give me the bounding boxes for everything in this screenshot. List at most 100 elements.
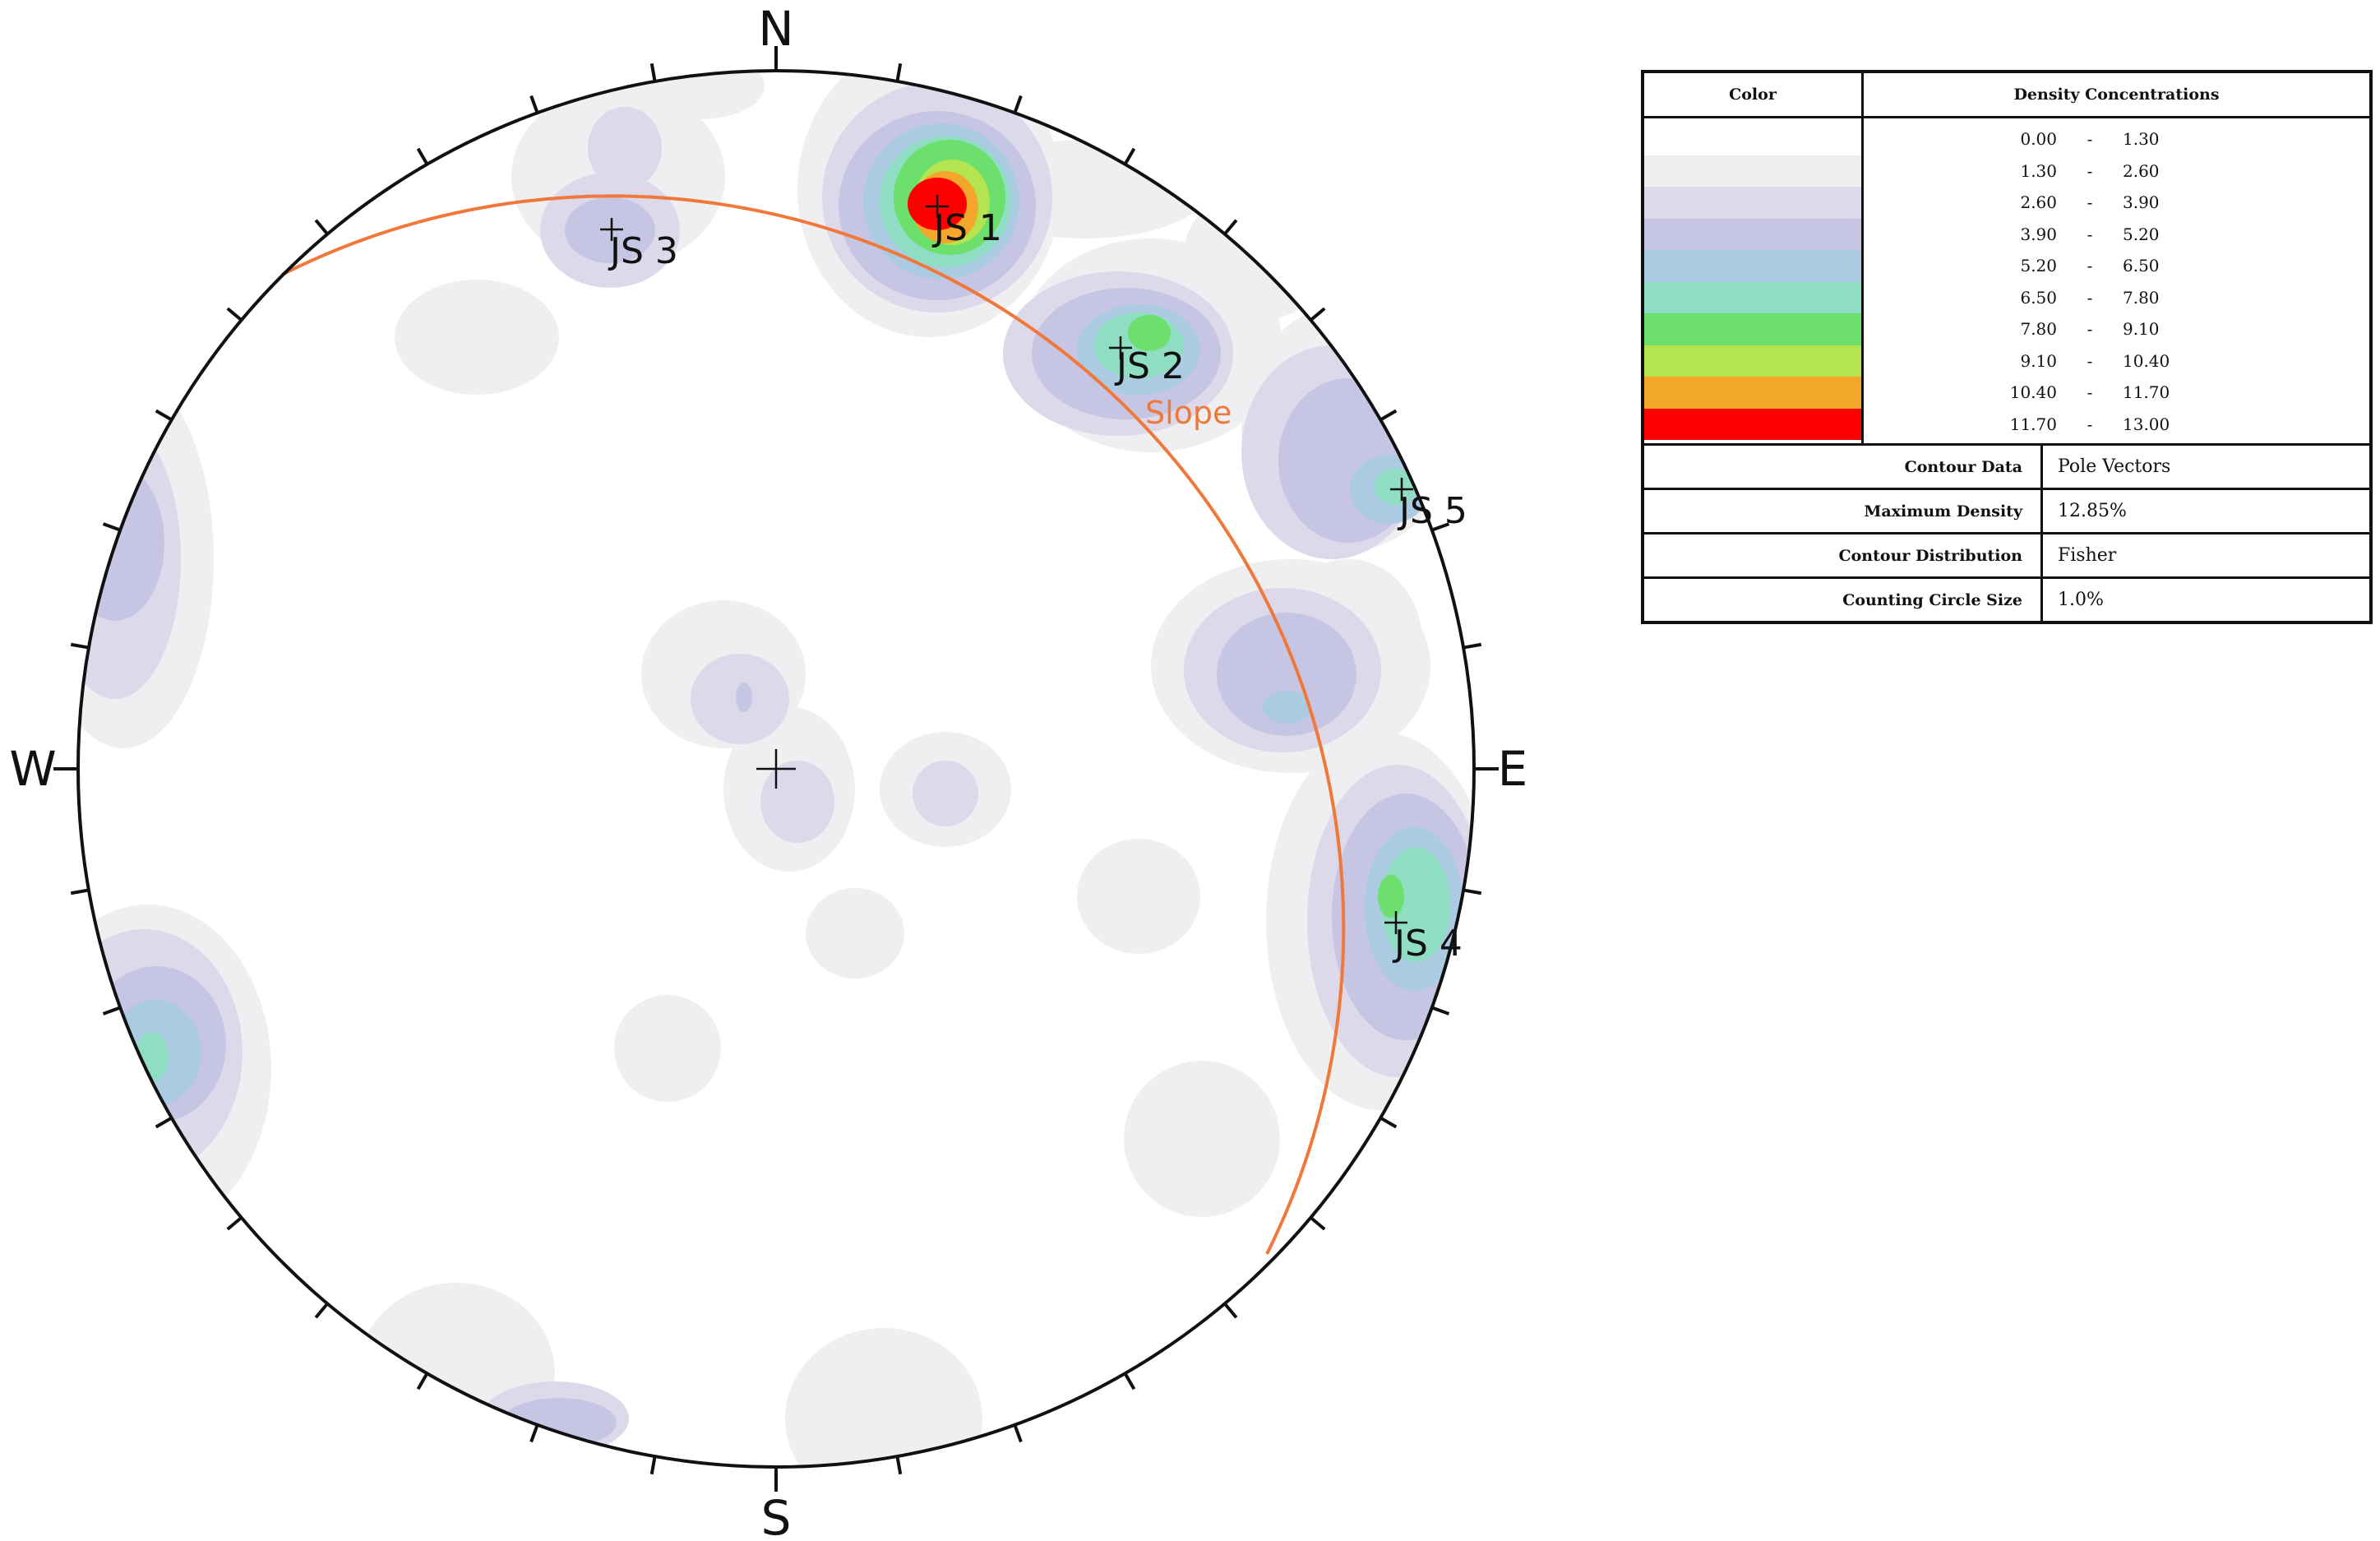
- range-high: 10.40: [2123, 350, 2170, 371]
- range-high: 6.50: [2123, 256, 2160, 276]
- set-label-js2: JS 2: [1114, 345, 1185, 387]
- tick-20: [1013, 95, 1023, 113]
- legend-swatch: [1644, 187, 1861, 219]
- legend-range-row: 10.40 - 11.70: [1864, 377, 2369, 409]
- set-label-js4: JS 4: [1392, 923, 1463, 965]
- range-dash: -: [2087, 414, 2093, 434]
- compass-east: E: [1498, 741, 1528, 797]
- legend-range-row: 3.90 - 5.20: [1864, 219, 2369, 251]
- tick-330: [416, 147, 429, 165]
- range-high: 1.30: [2123, 129, 2160, 150]
- tick-260: [70, 888, 90, 895]
- legend-info-row: Contour Distribution Fisher: [1644, 534, 2369, 579]
- set-label-js5: JS 5: [1397, 490, 1467, 532]
- range-dash: -: [2087, 350, 2093, 371]
- range-low: 10.40: [2009, 382, 2057, 403]
- tick-240: [155, 1116, 173, 1129]
- legend-header-color: Color: [1644, 73, 1864, 116]
- tick-220: [314, 1303, 329, 1319]
- set-label-js1: JS 1: [931, 207, 1002, 249]
- tick-130: [1310, 1216, 1326, 1231]
- density-contours: [78, 71, 1474, 1467]
- range-high: 9.10: [2123, 319, 2160, 340]
- tick-210: [416, 1372, 429, 1391]
- tick-250: [102, 1006, 121, 1016]
- legend-info-row: Maximum Density 12.85%: [1644, 490, 2369, 534]
- tick-320: [314, 219, 329, 235]
- tick-350: [649, 62, 657, 82]
- range-high: 11.70: [2123, 382, 2170, 403]
- legend-range-row: 6.50 - 7.80: [1864, 282, 2369, 314]
- legend-swatch: [1644, 250, 1861, 282]
- legend-info-row: Contour Data Pole Vectors: [1644, 446, 2369, 490]
- legend-range-row: 9.10 - 10.40: [1864, 345, 2369, 377]
- tick-120: [1379, 1116, 1398, 1129]
- legend-swatch: [1644, 377, 1861, 409]
- set-pole-js1: [926, 195, 949, 218]
- legend-header: Color Density Concentrations: [1644, 73, 2369, 118]
- set-label-js3: JS 3: [608, 230, 678, 272]
- range-low: 7.80: [2020, 319, 2057, 340]
- range-low: 2.60: [2020, 192, 2057, 213]
- slope-great-circle: [281, 194, 1346, 1255]
- legend-swatch: [1644, 123, 1861, 155]
- tick-290: [102, 522, 121, 532]
- legend-range-row: 1.30 - 2.60: [1864, 155, 2369, 187]
- legend-swatch: [1644, 281, 1861, 313]
- range-dash: -: [2087, 129, 2093, 150]
- tick-50: [1310, 307, 1326, 322]
- legend-info: Contour Data Pole Vectors Maximum Density 1…: [1644, 446, 2369, 621]
- set-pole-js2: [1109, 336, 1132, 359]
- legend-swatch: [1644, 345, 1861, 377]
- legend-swatch: [1644, 155, 1861, 187]
- info-key: Maximum Density: [1644, 490, 2043, 532]
- legend-table: Color Density Concentrations 0.00-1.30 1.…: [1641, 70, 2373, 624]
- tick-110: [1431, 1006, 1450, 1016]
- compass-north: N: [758, 1, 793, 57]
- legend-range-row: 2.60 - 3.90: [1864, 187, 2369, 219]
- range-dash: -: [2087, 224, 2093, 244]
- tick-170: [895, 1455, 903, 1475]
- info-value: Pole Vectors: [2058, 456, 2171, 477]
- range-dash: -: [2087, 319, 2093, 340]
- tick-40: [1223, 219, 1238, 235]
- tick-160: [1013, 1424, 1023, 1443]
- range-low: 1.30: [2020, 160, 2057, 181]
- range-dash: -: [2087, 256, 2093, 276]
- range-dash: -: [2087, 192, 2093, 213]
- legend-swatch: [1644, 313, 1861, 345]
- range-high: 3.90: [2123, 192, 2160, 213]
- legend-range-row: 7.80 - 9.10: [1864, 313, 2369, 345]
- set-pole-markers: [600, 195, 1413, 934]
- stereonet-plot: JS 1 JS 2 JS 3 JS 4 JS 5 Slope N S E W: [9, 1, 1528, 1541]
- range-low: 11.70: [2009, 414, 2057, 434]
- tick-60: [1379, 409, 1398, 422]
- compass-west: W: [9, 741, 56, 797]
- tick-30: [1123, 147, 1136, 165]
- range-high: 7.80: [2123, 287, 2160, 308]
- info-key: Contour Data: [1644, 446, 2043, 488]
- center-cross: [756, 749, 796, 789]
- tick-310: [226, 307, 243, 322]
- info-key: Contour Distribution: [1644, 534, 2043, 576]
- legend-range-row: 5.20 - 6.50: [1864, 250, 2369, 282]
- tick-70: [1431, 522, 1450, 532]
- tick-190: [649, 1455, 657, 1475]
- info-key: Counting Circle Size: [1644, 579, 2043, 621]
- compass-south: S: [761, 1490, 792, 1541]
- range-dash: -: [2087, 287, 2093, 308]
- range-low: 5.20: [2020, 256, 2057, 276]
- tick-80: [1463, 642, 1482, 650]
- range-high: 13.00: [2123, 414, 2170, 434]
- range-low: 9.10: [2020, 350, 2057, 371]
- legend-swatch: [1644, 408, 1861, 440]
- set-pole-js4: [1384, 911, 1407, 934]
- tick-300: [155, 409, 173, 422]
- range-low: 3.90: [2020, 224, 2057, 244]
- tick-100: [1463, 888, 1482, 895]
- tick-340: [529, 95, 539, 113]
- range-high: 5.20: [2123, 224, 2160, 244]
- legend-range-row: 0.00 - 1.30: [1864, 123, 2369, 155]
- legend-ranges: 0.00-1.30 1.30-2.60 2.60-3.90 3.90-5.20 5.20…: [1864, 118, 2369, 443]
- legend-swatches: [1644, 118, 1864, 443]
